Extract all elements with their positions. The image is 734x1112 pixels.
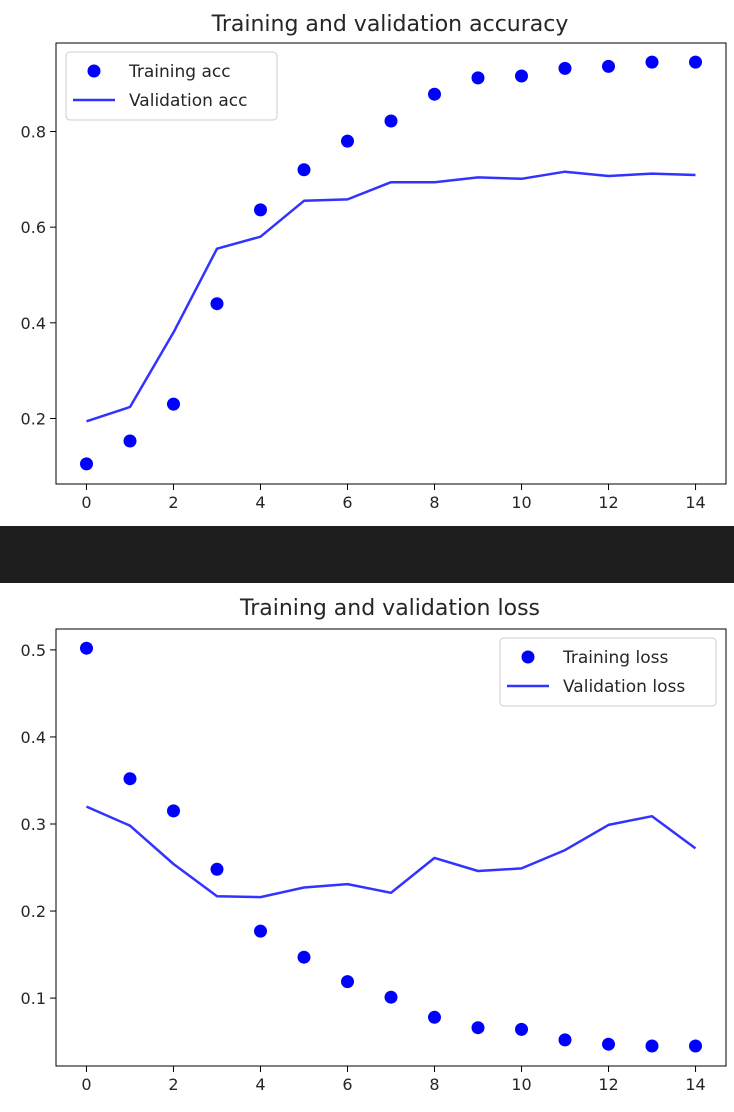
- x-tick-label: 2: [168, 1075, 178, 1094]
- y-tick-label: 0.4: [21, 314, 46, 333]
- y-tick-label: 0.6: [21, 218, 46, 237]
- legend-label-validation-loss: Validation loss: [563, 677, 685, 697]
- x-tick-label: 8: [429, 493, 439, 512]
- data-point-training-acc: [297, 163, 311, 177]
- x-tick-label: 12: [598, 1075, 618, 1094]
- y-tick-label: 0.5: [21, 641, 46, 660]
- data-point-training-loss: [602, 1037, 615, 1051]
- series-line-validation-acc: [86, 170, 696, 423]
- x-tick-label: 10: [511, 493, 531, 512]
- data-point-training-acc: [254, 203, 267, 217]
- legend-marker-training-acc: [87, 64, 101, 78]
- legend-label-training-acc: Training acc: [128, 62, 231, 82]
- y-tick-label: 0.2: [21, 409, 46, 428]
- data-point-training-loss: [123, 772, 137, 786]
- x-tick-label: 14: [685, 1075, 705, 1094]
- y-tick-label: 0.2: [21, 902, 46, 921]
- plot-area-frame: [55, 628, 727, 1067]
- y-tick-label: 0.8: [21, 122, 46, 141]
- data-point-training-acc: [602, 59, 615, 73]
- legend-label-training-loss: Training loss: [562, 648, 668, 668]
- accuracy-chart-panel: Training and validation accuracy 0 2 4 6 8 10…: [0, 0, 734, 526]
- data-point-training-loss: [80, 641, 93, 655]
- data-point-training-acc: [428, 87, 441, 101]
- data-point-training-acc: [123, 434, 137, 448]
- x-tick-label: 6: [342, 1075, 352, 1094]
- data-point-training-acc: [515, 69, 528, 83]
- data-point-training-acc: [167, 397, 180, 411]
- data-point-training-loss: [515, 1022, 528, 1036]
- x-tick-label: 8: [429, 1075, 439, 1094]
- legend-label-validation-acc: Validation acc: [129, 91, 247, 111]
- data-point-training-acc: [384, 114, 398, 128]
- data-point-training-acc: [80, 457, 93, 471]
- x-tick-label: 0: [81, 493, 91, 512]
- data-point-training-acc: [210, 297, 224, 311]
- separator-band: [0, 526, 734, 583]
- data-point-training-loss: [167, 804, 180, 818]
- chart-title: Training and validation accuracy: [211, 12, 569, 37]
- data-point-training-loss: [645, 1039, 659, 1053]
- y-tick-label: 0.1: [21, 989, 46, 1008]
- loss-chart: Training and validation loss 0 2 4 6 8 10 12 14…: [21, 596, 727, 1094]
- data-point-training-loss: [210, 862, 224, 876]
- x-tick-label: 12: [598, 493, 618, 512]
- plot-area-frame: [55, 42, 727, 485]
- data-point-training-acc: [558, 61, 572, 75]
- x-tick-label: 4: [255, 493, 265, 512]
- data-point-training-acc: [471, 71, 485, 85]
- data-point-training-acc: [689, 55, 702, 69]
- y-tick-label: 0.3: [21, 815, 46, 834]
- data-point-training-loss: [384, 990, 398, 1004]
- data-point-training-loss: [341, 975, 354, 989]
- x-tick-label: 0: [81, 1075, 91, 1094]
- data-point-training-acc: [341, 134, 354, 148]
- data-point-training-loss: [254, 924, 267, 938]
- chart-title: Training and validation loss: [239, 596, 540, 621]
- loss-chart-panel: Training and validation loss 0 2 4 6 8 10 12 14…: [0, 583, 734, 1112]
- accuracy-chart: Training and validation accuracy 0 2 4 6 8 10…: [21, 12, 727, 512]
- data-point-training-loss: [428, 1010, 441, 1024]
- x-tick-label: 14: [685, 493, 705, 512]
- data-point-training-loss: [558, 1033, 572, 1047]
- y-tick-label: 0.4: [21, 728, 46, 747]
- series-line-validation-loss: [85, 805, 697, 899]
- data-point-training-acc: [645, 55, 659, 69]
- x-tick-label: 2: [168, 493, 178, 512]
- data-point-training-loss: [471, 1021, 485, 1035]
- x-tick-label: 4: [255, 1075, 265, 1094]
- legend-box: [499, 637, 717, 707]
- legend-box: [65, 51, 278, 121]
- x-tick-label: 6: [342, 493, 352, 512]
- data-point-training-loss: [297, 950, 311, 964]
- x-tick-label: 10: [511, 1075, 531, 1094]
- data-point-training-loss: [689, 1039, 702, 1053]
- legend-marker-training-loss: [521, 650, 535, 664]
